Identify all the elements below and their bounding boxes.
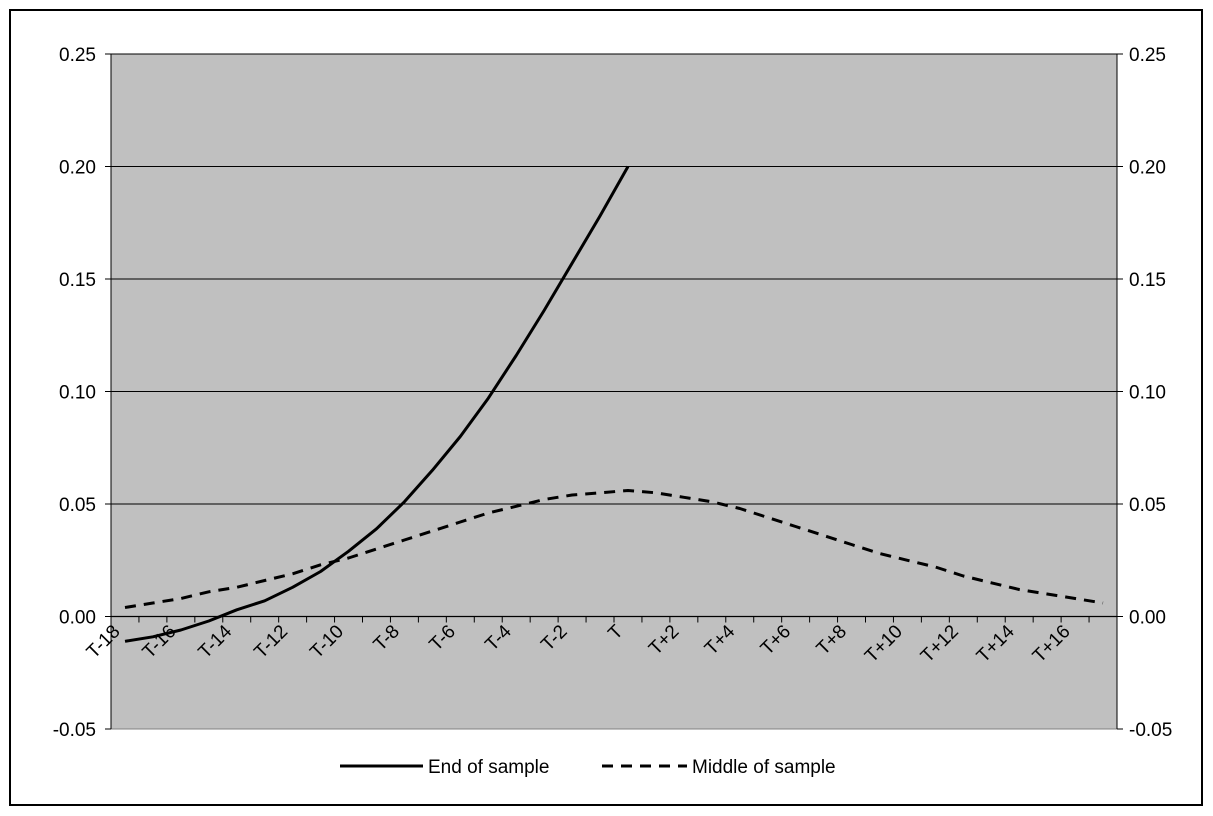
y-tick-label-right: 0.10 — [1129, 383, 1166, 404]
y-tick-label-left: 0.25 — [59, 45, 96, 66]
y-tick-label-right: 0.25 — [1129, 45, 1166, 66]
y-tick-label-right: 0.00 — [1129, 608, 1166, 629]
y-tick-label-left: 0.00 — [59, 608, 96, 629]
y-tick-label-right: -0.05 — [1129, 720, 1172, 741]
y-tick-label-right: 0.20 — [1129, 158, 1166, 179]
legend-label: Middle of sample — [692, 757, 836, 778]
y-tick-label-left: 0.10 — [59, 383, 96, 404]
y-tick-label-right: 0.15 — [1129, 270, 1166, 291]
legend-label: End of sample — [428, 757, 549, 778]
y-tick-label-left: 0.15 — [59, 270, 96, 291]
legend: End of sample Middle of sample — [340, 757, 836, 778]
y-tick-label-right: 0.05 — [1129, 495, 1166, 516]
series-line-middle-of-sample — [124, 489, 1104, 609]
y-tick-label-left: -0.05 — [53, 720, 96, 741]
y-tick-label-left: 0.20 — [59, 158, 96, 179]
y-tick-label-left: 0.05 — [59, 495, 96, 516]
